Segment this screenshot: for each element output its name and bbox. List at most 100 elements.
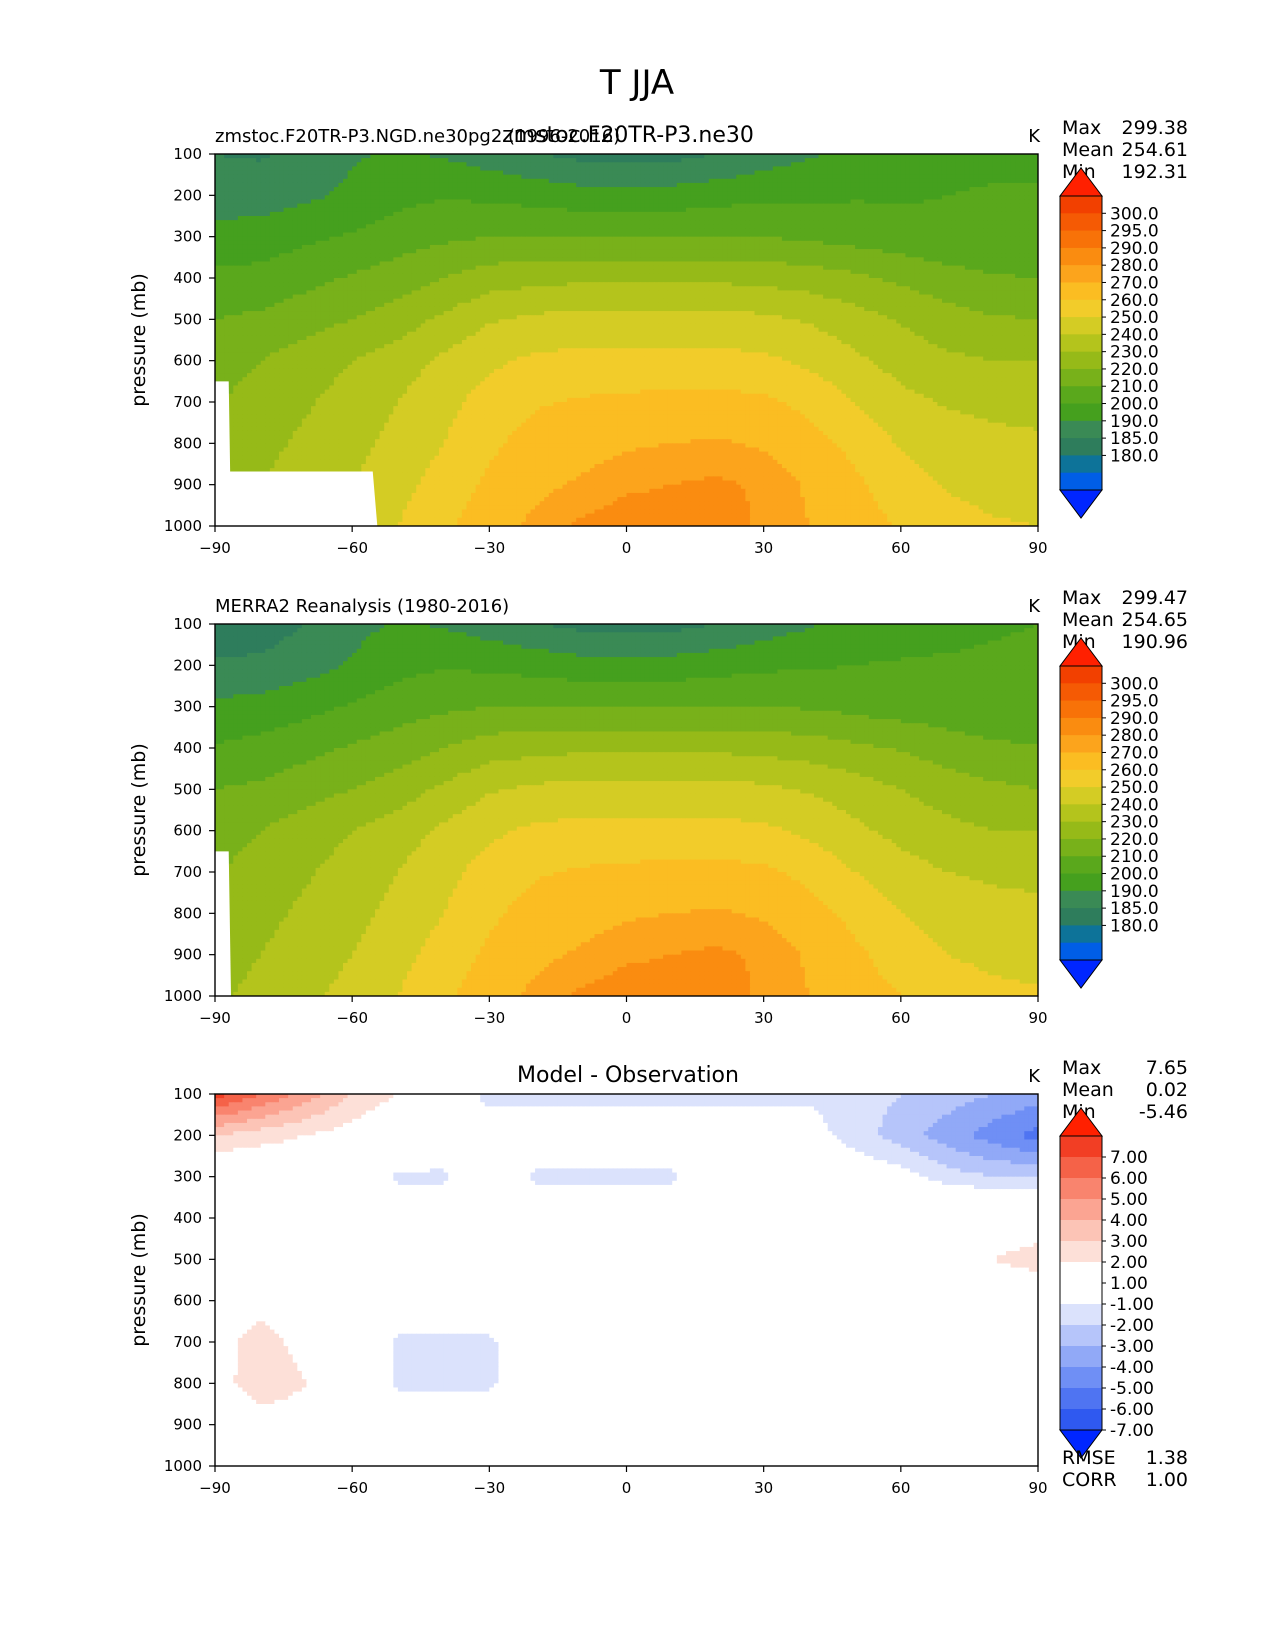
contour-cell: [343, 232, 349, 238]
contour-cell: [626, 236, 632, 242]
contour-cell: [580, 195, 586, 201]
contour-cell: [786, 166, 792, 172]
contour-cell: [356, 224, 362, 229]
contour-cell: [507, 178, 513, 184]
contour-cell: [466, 158, 472, 163]
contour-cell: [882, 236, 888, 242]
contour-cell: [914, 261, 920, 267]
contour-cell: [589, 187, 596, 192]
contour-cell: [429, 203, 436, 209]
contour-cell: [676, 265, 682, 271]
contour-cell: [813, 253, 820, 258]
contour-cell: [672, 220, 678, 225]
contour-cell: [324, 199, 330, 205]
contour-cell: [425, 249, 431, 254]
contour-cell: [567, 228, 573, 234]
contour-cell: [905, 174, 911, 180]
contour-cell: [740, 187, 746, 192]
contour-cell: [466, 162, 472, 167]
contour-cell: [388, 257, 394, 263]
contour-cell: [397, 240, 404, 246]
contour-cell: [658, 228, 664, 234]
contour-cell: [983, 182, 989, 188]
contour-cell: [900, 211, 906, 217]
contour-cell: [900, 191, 906, 196]
contour-cell: [612, 216, 618, 221]
contour-cell: [379, 166, 385, 172]
contour-cell: [672, 199, 678, 205]
contour-cell: [471, 253, 477, 258]
contour-cell: [877, 158, 884, 163]
contour-cell: [631, 265, 637, 271]
contour-cell: [754, 257, 760, 263]
contour-cell: [923, 216, 929, 221]
contour-cell: [722, 207, 728, 213]
contour-cell: [749, 178, 756, 184]
contour-cell: [667, 182, 673, 188]
contour-cell: [759, 195, 765, 201]
contour-cell: [914, 174, 920, 180]
contour-cell: [617, 253, 623, 258]
contour-cell: [708, 158, 714, 163]
contour-cell: [461, 195, 468, 201]
contour-cell: [891, 191, 897, 196]
contour-cell: [873, 174, 879, 180]
contour-cell: [343, 257, 349, 263]
contour-cell: [425, 265, 431, 271]
contour-cell: [800, 253, 806, 258]
contour-cell: [475, 199, 481, 205]
contour-cell: [311, 203, 317, 209]
contour-cell: [480, 174, 486, 180]
contour-cell: [343, 228, 349, 234]
contour-cell: [621, 191, 628, 196]
contour-cell: [535, 199, 541, 205]
contour-cell: [333, 187, 340, 192]
contour-cell: [384, 162, 390, 167]
contour-cell: [416, 207, 422, 213]
contour-cell: [736, 216, 742, 221]
contour-cell: [448, 265, 454, 271]
contour-cell: [717, 154, 724, 159]
contour-cell: [937, 199, 943, 205]
contour-cell: [768, 158, 774, 163]
contour-cell: [219, 199, 225, 205]
contour-cell: [900, 249, 906, 254]
contour-cell: [237, 195, 244, 201]
contour-cell: [644, 187, 650, 192]
contour-cell: [777, 236, 783, 242]
contour-cell: [813, 174, 820, 180]
contour-cell: [804, 191, 810, 196]
contour-cell: [631, 162, 637, 167]
contour-cell: [1005, 249, 1012, 254]
contour-cell: [265, 170, 271, 176]
contour-cell: [905, 211, 911, 217]
contour-cell: [356, 228, 362, 234]
contour-cell: [978, 224, 984, 229]
contour-cell: [589, 166, 596, 172]
contour-cell: [457, 170, 463, 176]
contour-cell: [900, 220, 906, 225]
contour-cell: [749, 154, 756, 159]
contour-cell: [352, 240, 358, 246]
contour-cell: [361, 203, 367, 209]
contour-cell: [667, 158, 673, 163]
contour-cell: [759, 207, 765, 213]
contour-cell: [946, 178, 952, 184]
contour-cell: [471, 191, 477, 196]
contour-cell: [411, 199, 417, 205]
contour-cell: [416, 257, 422, 263]
contour-cell: [763, 249, 769, 254]
contour-cell: [224, 170, 230, 176]
contour-cell: [247, 232, 253, 238]
contour-cell: [544, 170, 550, 176]
contour-cell: [919, 195, 925, 201]
contour-cell: [690, 158, 696, 163]
contour-cell: [219, 158, 225, 163]
contour-cell: [329, 228, 335, 234]
contour-cell: [900, 236, 906, 242]
contour-cell: [347, 178, 353, 184]
contour-cell: [599, 211, 605, 217]
contour-cell: [937, 174, 943, 180]
contour-cell: [1001, 244, 1007, 250]
contour-cell: [420, 228, 426, 234]
